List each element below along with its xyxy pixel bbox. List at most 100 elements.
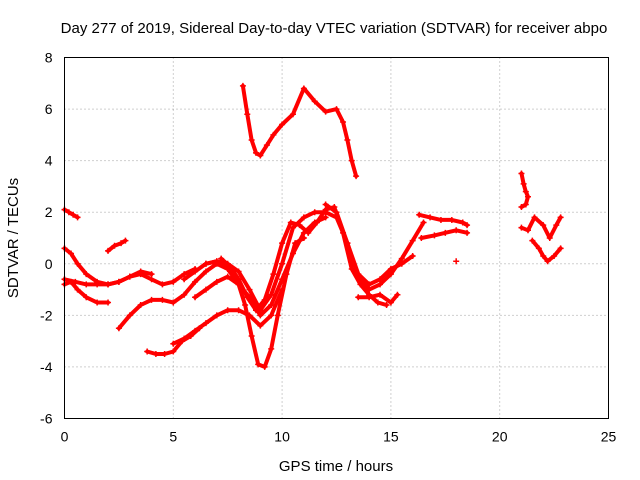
series-arc-17 <box>418 227 471 241</box>
data-point <box>453 258 460 265</box>
data-point <box>181 276 188 283</box>
data-point <box>74 286 81 293</box>
data-point <box>202 268 209 275</box>
x-tick-label: 10 <box>274 429 290 445</box>
data-point <box>252 149 259 156</box>
data-point <box>355 273 362 280</box>
data-point <box>287 219 294 226</box>
data-point <box>366 286 373 293</box>
data-point <box>181 291 188 298</box>
series-arc-19 <box>518 170 531 211</box>
data-point <box>148 296 155 303</box>
data-point <box>235 276 242 283</box>
data-point <box>126 312 133 319</box>
data-point <box>544 258 551 265</box>
data-point <box>144 348 151 355</box>
data-series <box>61 82 564 370</box>
series-arc-21 <box>529 237 564 265</box>
data-point <box>333 209 340 216</box>
x-tick-label: 15 <box>383 429 399 445</box>
data-point <box>255 361 262 368</box>
data-point <box>94 281 101 288</box>
series-arc-11 <box>202 209 416 314</box>
data-point <box>464 229 471 236</box>
data-point <box>94 299 101 306</box>
data-point <box>235 268 242 275</box>
y-tick-label: 8 <box>45 50 53 66</box>
y-tick-label: -2 <box>40 307 53 323</box>
data-point <box>239 82 246 89</box>
data-point <box>524 193 531 200</box>
y-tick-label: -4 <box>40 359 53 375</box>
series-line <box>419 228 470 240</box>
data-point <box>270 271 277 278</box>
data-point <box>518 224 525 231</box>
series-arc-1 <box>61 206 81 221</box>
x-axis-label: GPS time / hours <box>279 458 393 475</box>
series-line <box>323 202 426 292</box>
data-point <box>551 253 558 260</box>
data-point <box>218 255 225 262</box>
data-point <box>398 255 405 262</box>
data-point <box>152 351 159 358</box>
data-point <box>322 108 329 115</box>
data-point <box>420 219 427 226</box>
data-point <box>261 363 268 370</box>
data-point <box>170 340 177 347</box>
data-point <box>322 214 329 221</box>
tick-labels: 0 5 10 15 20 25 -6 -4 -2 0 2 4 6 8 <box>40 50 616 445</box>
data-point <box>355 294 362 301</box>
data-point <box>387 299 394 306</box>
data-point <box>148 276 155 283</box>
data-point <box>437 216 444 223</box>
series-line <box>219 205 389 313</box>
data-point <box>213 312 220 319</box>
data-point <box>159 296 166 303</box>
data-point <box>348 157 355 164</box>
data-point <box>137 271 144 278</box>
data-point <box>72 278 79 285</box>
data-point <box>311 98 318 105</box>
data-point <box>202 260 209 267</box>
series-line <box>519 171 530 210</box>
data-point <box>170 348 177 355</box>
data-point <box>270 131 277 138</box>
data-point <box>448 216 455 223</box>
y-tick-label: 0 <box>45 256 53 272</box>
data-point <box>279 276 286 283</box>
series-line <box>106 238 128 253</box>
data-point <box>322 206 329 213</box>
series-line <box>240 83 359 179</box>
x-tick-label: 20 <box>492 429 508 445</box>
data-point <box>181 271 188 278</box>
data-point <box>244 111 251 118</box>
data-point <box>242 302 249 309</box>
data-point <box>68 250 75 257</box>
chart-title: Day 277 of 2019, Sidereal Day-to-day VTE… <box>61 20 608 37</box>
data-point <box>83 281 90 288</box>
data-point <box>524 227 531 234</box>
series-arc-13 <box>239 82 360 180</box>
data-point <box>105 247 112 254</box>
data-point <box>246 286 253 293</box>
data-point <box>111 242 118 249</box>
data-point <box>213 258 220 265</box>
data-point <box>224 273 231 280</box>
data-point <box>305 229 312 236</box>
data-point <box>353 173 360 180</box>
data-point <box>540 253 547 260</box>
data-point <box>535 245 542 252</box>
data-point <box>442 229 449 236</box>
data-point <box>65 209 72 216</box>
data-point <box>300 85 307 92</box>
data-point <box>257 312 264 319</box>
data-point <box>268 291 275 298</box>
data-point <box>137 302 144 309</box>
data-point <box>344 240 351 247</box>
data-point <box>431 232 438 239</box>
data-point <box>252 307 259 314</box>
data-point <box>170 299 177 306</box>
data-point <box>235 307 242 314</box>
data-point <box>557 214 564 221</box>
